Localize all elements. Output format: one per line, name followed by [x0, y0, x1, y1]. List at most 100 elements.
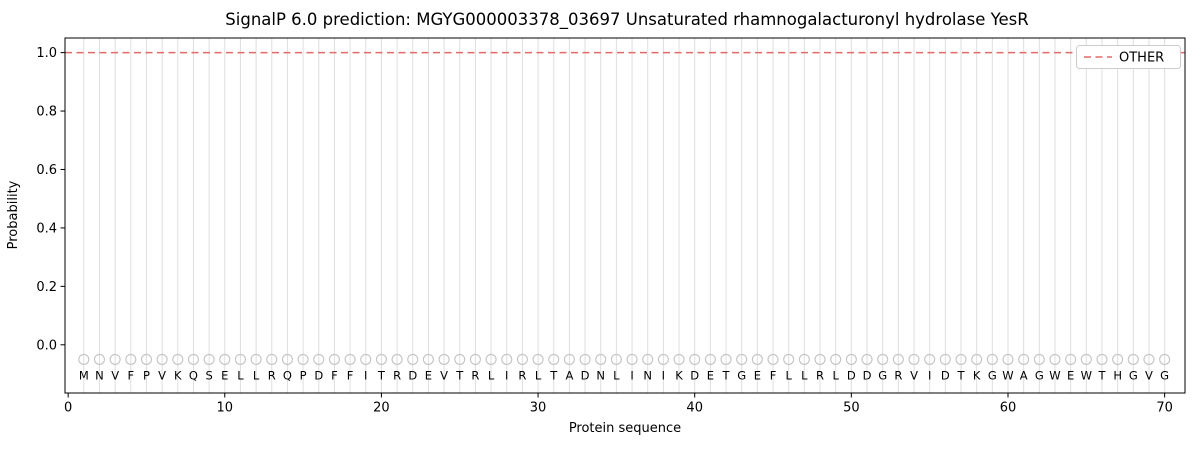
residue-marker — [532, 353, 544, 365]
residue-marker — [140, 353, 153, 365]
residue-marker — [798, 353, 810, 365]
residue-marker — [892, 353, 904, 365]
residue-marker — [313, 353, 325, 365]
residue-marker — [610, 353, 622, 365]
residue-letter: D — [581, 368, 590, 382]
residue-marker — [250, 353, 262, 365]
residue-marker — [736, 353, 748, 365]
residue-marker — [548, 353, 560, 365]
residue-letter: F — [347, 368, 354, 382]
residue-marker — [187, 353, 199, 365]
x-axis-label: Protein sequence — [569, 421, 681, 436]
residue-marker — [1049, 353, 1061, 365]
residue-marker — [422, 353, 434, 365]
residue-marker — [657, 353, 669, 365]
residue-marker — [125, 353, 137, 365]
residue-letter: T — [956, 368, 965, 382]
residue-letter: R — [894, 368, 902, 382]
residue-letter: D — [941, 368, 950, 382]
residue-letter: G — [878, 368, 887, 382]
residue-marker — [1143, 353, 1155, 365]
residue-letter: V — [910, 368, 918, 382]
residue-marker — [845, 353, 857, 365]
residue-marker — [266, 353, 278, 365]
residue-letter: G — [1160, 368, 1169, 382]
residue-letter: H — [1113, 368, 1122, 382]
residue-marker — [642, 353, 654, 365]
residue-letter: Q — [189, 368, 198, 382]
y-tick-label: 0.6 — [36, 163, 57, 178]
residue-marker — [673, 353, 685, 365]
residue-letter: Q — [283, 368, 292, 382]
residue-letter: I — [630, 368, 633, 382]
residue-marker — [1018, 353, 1030, 365]
residue-marker — [501, 353, 513, 365]
residue-letter: E — [1067, 368, 1074, 382]
residue-letter: I — [364, 368, 367, 382]
residue-marker — [924, 353, 936, 365]
residue-marker — [861, 353, 873, 365]
residue-letter: L — [535, 368, 542, 382]
legend-box — [1076, 45, 1181, 69]
residue-letter: R — [816, 368, 824, 382]
residue-letter: A — [1020, 368, 1028, 382]
residue-marker — [297, 353, 309, 365]
residue-marker — [908, 353, 920, 365]
residue-marker — [767, 353, 779, 365]
residue-marker — [783, 353, 795, 365]
x-tick-label: 20 — [373, 401, 390, 416]
residue-marker — [1112, 353, 1124, 365]
residue-marker — [1033, 353, 1045, 365]
residue-marker — [516, 353, 528, 365]
x-tick-label: 10 — [217, 401, 234, 416]
residue-marker — [454, 353, 466, 365]
residue-letter: T — [722, 368, 731, 382]
residue-letter: K — [174, 368, 182, 382]
residue-marker — [814, 353, 826, 365]
x-tick-label: 70 — [1156, 401, 1173, 416]
residue-letter: N — [643, 368, 652, 382]
residue-letter: L — [613, 368, 620, 382]
residue-letter: N — [596, 368, 605, 382]
residue-letter: I — [662, 368, 665, 382]
y-tick-label: 1.0 — [36, 46, 57, 61]
residue-letter: L — [832, 368, 839, 382]
residue-letter: S — [205, 368, 212, 382]
residue-marker — [579, 353, 591, 365]
residue-marker — [156, 353, 168, 365]
residue-letter: F — [770, 368, 777, 382]
residue-letter: V — [1145, 368, 1153, 382]
residue-marker — [328, 353, 340, 365]
residue-marker — [344, 353, 356, 365]
residue-letter: T — [549, 368, 558, 382]
residue-letter: L — [785, 368, 792, 382]
residue-marker — [469, 353, 481, 365]
residue-letter: G — [1035, 368, 1044, 382]
residue-marker — [1065, 353, 1077, 365]
residue-marker — [595, 353, 607, 365]
residue-marker — [830, 353, 842, 365]
x-tick-label: 40 — [686, 401, 703, 416]
residue-letter: D — [408, 368, 417, 382]
residue-letter: P — [143, 368, 150, 382]
legend-label-other: OTHER — [1119, 51, 1164, 66]
residue-letter: V — [111, 368, 119, 382]
residue-letter: L — [253, 368, 260, 382]
residue-marker — [955, 353, 967, 365]
residue-letter: E — [707, 368, 714, 382]
y-tick-label: 0.8 — [36, 105, 57, 120]
y-tick-label: 0.0 — [36, 338, 57, 353]
residue-letter: V — [440, 368, 448, 382]
residue-letter: K — [973, 368, 981, 382]
residue-marker — [751, 353, 763, 365]
residue-letter: W — [1049, 368, 1060, 382]
x-tick-label: 50 — [843, 401, 860, 416]
x-tick-label: 30 — [530, 401, 547, 416]
residue-letter: L — [801, 368, 808, 382]
x-tick-label: 0 — [64, 401, 72, 416]
residue-marker — [1080, 353, 1092, 365]
residue-letter: D — [847, 368, 856, 382]
residue-marker — [109, 353, 121, 365]
